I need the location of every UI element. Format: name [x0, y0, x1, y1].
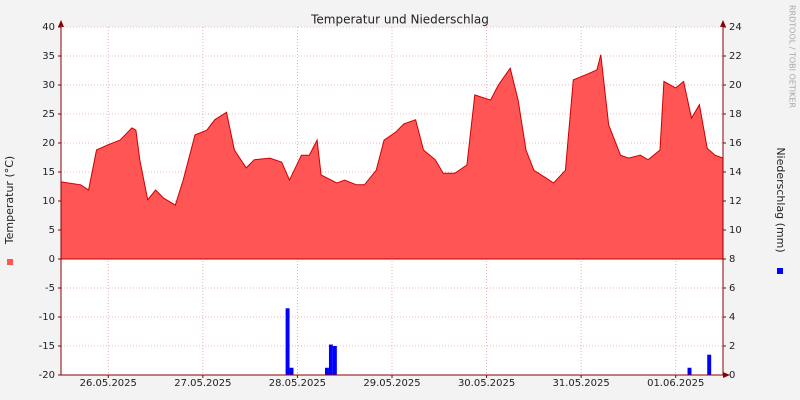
precipitation-bar: [328, 344, 333, 375]
y2-tick-label: 4: [729, 312, 735, 323]
precipitation-bar: [325, 367, 329, 375]
precipitation-bar: [289, 367, 294, 375]
y2-tick-label: 14: [729, 167, 742, 178]
legend-swatch: [7, 259, 13, 265]
precipitation-bar: [285, 308, 290, 375]
y2-tick-label: 24: [729, 22, 742, 33]
y-tick-label: 15: [42, 167, 55, 178]
y2-tick-label: 18: [729, 109, 742, 120]
y-tick-label: 10: [42, 196, 55, 207]
axes: -20-15-10-505101520253035400246810121416…: [7, 22, 783, 389]
precipitation-bar: [707, 354, 712, 375]
temperature-area: [60, 54, 724, 260]
x-tick-label: 28.05.2025: [269, 378, 326, 389]
y-tick-label: 5: [49, 225, 55, 236]
x-tick-label: 26.05.2025: [80, 378, 137, 389]
y-tick-label: -20: [39, 370, 55, 381]
y-tick-label: 35: [42, 51, 55, 62]
legend-swatch: [777, 268, 783, 274]
chart-title: Temperatur und Niederschlag: [310, 13, 489, 27]
axis-arrow: [58, 20, 64, 27]
x-tick-label: 30.05.2025: [458, 378, 515, 389]
y2-tick-label: 16: [729, 138, 742, 149]
data: [60, 54, 724, 375]
y2-tick-label: 22: [729, 51, 742, 62]
y-tick-label: -10: [39, 312, 55, 323]
y2-tick-label: 20: [729, 80, 742, 91]
y2-tick-label: 0: [729, 370, 735, 381]
y-tick-label: -15: [39, 341, 55, 352]
x-tick-label: 29.05.2025: [363, 378, 420, 389]
x-tick-label: 31.05.2025: [553, 378, 610, 389]
y2-tick-label: 2: [729, 341, 735, 352]
x-tick-label: 27.05.2025: [174, 378, 231, 389]
y-tick-label: 25: [42, 109, 55, 120]
precipitation-bar: [687, 367, 692, 375]
axis-arrow: [720, 20, 726, 27]
y-tick-label: -5: [45, 283, 55, 294]
axis-arrow: [723, 372, 730, 378]
x-tick-label: 01.06.2025: [647, 378, 704, 389]
y-tick-label: 20: [42, 138, 55, 149]
y2-tick-label: 10: [729, 225, 742, 236]
y2-tick-label: 6: [729, 283, 735, 294]
y-axis-label: Temperatur (°C): [3, 156, 16, 245]
y-tick-label: 30: [42, 80, 55, 91]
precipitation-bar: [332, 346, 337, 375]
y-tick-label: 40: [42, 22, 55, 33]
watermark: RRDTOOL / TOBI OETIKER: [788, 5, 797, 108]
y2-tick-label: 8: [729, 254, 735, 265]
y2-tick-label: 12: [729, 196, 742, 207]
y-tick-label: 0: [49, 254, 55, 265]
y2-axis-label: Niederschlag (mm): [774, 147, 787, 252]
